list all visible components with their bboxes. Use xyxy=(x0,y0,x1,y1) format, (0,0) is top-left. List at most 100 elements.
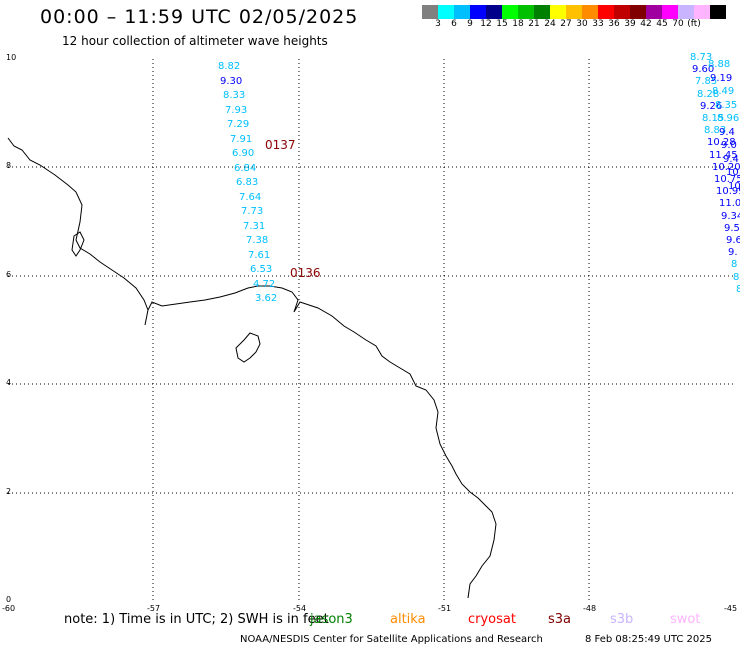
satellite-legend-item: cryosat xyxy=(468,612,516,627)
wave-height-value: 10.99 xyxy=(716,186,740,197)
color-swatch xyxy=(502,5,518,19)
wave-height-value: 8.83 xyxy=(704,125,727,136)
footnote: note: 1) Time is in UTC; 2) SWH is in fe… xyxy=(64,612,329,627)
longitude-tick-label: -51 xyxy=(438,604,452,613)
wave-height-value: 8 xyxy=(731,259,738,270)
color-swatches xyxy=(422,5,726,19)
wave-height-value: 7.93 xyxy=(225,105,248,116)
longitude-tick-label: -48 xyxy=(583,604,597,613)
color-swatch xyxy=(534,5,550,19)
latitude-tick-label: 6 xyxy=(6,270,12,279)
color-swatch xyxy=(454,5,470,19)
color-scale-label: 45 xyxy=(656,19,668,29)
wave-height-value: 8.88 xyxy=(708,59,731,70)
wave-height-value: 8 xyxy=(736,284,740,295)
wave-height-value: 8.15 xyxy=(702,113,725,124)
wave-height-value: 9.19 xyxy=(710,73,733,84)
satellite-legend-item: altika xyxy=(390,612,426,627)
wave-height-value: 9.26 xyxy=(700,101,723,112)
color-swatch xyxy=(694,5,710,19)
color-scale-label: 33 xyxy=(592,19,604,29)
wave-height-value: 9.0 xyxy=(721,140,737,151)
color-scale-label: 18 xyxy=(512,19,524,29)
color-scale-label: 15 xyxy=(496,19,508,29)
wave-height-color-scale: 3 6 9 12 15 18 21 24 27 30 33 36 39 42 45 70 (ft) xyxy=(422,5,726,29)
satellite-legend-item: s3b xyxy=(610,612,634,627)
color-scale-label: 36 xyxy=(608,19,620,29)
wave-height-value: 8.28 xyxy=(697,89,720,100)
wave-height-value: 9.30 xyxy=(220,76,243,87)
graticule xyxy=(8,59,736,601)
color-swatch xyxy=(598,5,614,19)
color-swatch xyxy=(518,5,534,19)
wave-height-value: 10.75 xyxy=(714,174,740,185)
map-subtitle: 12 hour collection of altimeter wave hei… xyxy=(62,34,328,48)
color-swatch xyxy=(678,5,694,19)
wave-height-value: 9.60 xyxy=(692,64,715,75)
wave-height-value: 9.34 xyxy=(721,211,740,222)
map-title: 00:00 – 11:59 UTC 02/05/2025 xyxy=(40,6,359,28)
longitude-tick-label: -45 xyxy=(724,604,738,613)
generation-timestamp: 8 Feb 08:25:49 UTC 2025 xyxy=(585,634,712,645)
wave-height-value: 7.29 xyxy=(227,119,250,130)
wave-height-value: 8.35 xyxy=(715,100,738,111)
wave-height-value: 3.62 xyxy=(255,293,278,304)
wave-height-value: 9.4 xyxy=(719,127,735,138)
color-scale-label: 6 xyxy=(451,19,457,29)
satellite-legend-item: jason3 xyxy=(310,612,353,627)
wave-height-value: 7.91 xyxy=(230,134,253,145)
color-scale-label: (ft) xyxy=(687,19,701,29)
wave-height-value: 11.45 xyxy=(709,150,738,161)
wave-height-value: 10.20 xyxy=(712,162,740,173)
wave-height-value: 7.61 xyxy=(248,250,271,261)
color-swatch xyxy=(662,5,678,19)
color-swatch xyxy=(486,5,502,19)
wave-height-value: 9. xyxy=(728,247,738,258)
credit-line: NOAA/NESDIS Center for Satellite Applica… xyxy=(240,634,543,645)
wave-height-value: 6.84 xyxy=(234,163,257,174)
color-scale-label: 70 xyxy=(672,19,684,29)
longitude-tick-label: -54 xyxy=(293,604,307,613)
color-swatch xyxy=(582,5,598,19)
coastline xyxy=(7,137,497,599)
latitude-tick-label: 8 xyxy=(6,161,12,170)
wave-height-value: 8.96 xyxy=(717,113,740,124)
wave-height-value: 8.33 xyxy=(223,90,246,101)
color-swatch xyxy=(710,5,726,19)
color-scale-labels: 3 6 9 12 15 18 21 24 27 30 33 36 39 42 45 70 (ft) xyxy=(430,19,726,29)
wave-height-value: 6.90 xyxy=(232,148,255,159)
color-swatch xyxy=(438,5,454,19)
pass-label: 0137 xyxy=(265,138,296,152)
color-swatch xyxy=(550,5,566,19)
color-scale-label: 27 xyxy=(560,19,572,29)
wave-height-value: 8.82 xyxy=(218,61,241,72)
wave-height-value: 6.83 xyxy=(236,177,259,188)
map-area xyxy=(8,59,736,601)
wave-height-value: 7.73 xyxy=(241,206,264,217)
wave-height-value: 7.31 xyxy=(243,221,266,232)
island-outline xyxy=(235,332,261,363)
wave-height-value: 7.64 xyxy=(239,192,262,203)
wave-height-value: 10. xyxy=(728,181,740,192)
color-swatch xyxy=(470,5,486,19)
wave-height-value: 9.5 xyxy=(724,223,740,234)
color-swatch xyxy=(566,5,582,19)
wave-height-value: 6.53 xyxy=(250,264,273,275)
color-scale-label: 24 xyxy=(544,19,556,29)
wave-height-value: 7.38 xyxy=(246,235,269,246)
color-swatch xyxy=(646,5,662,19)
wave-height-value: 9.4 xyxy=(723,154,739,165)
color-scale-label: 12 xyxy=(480,19,492,29)
latitude-tick-label: 10 xyxy=(6,53,17,62)
color-scale-label: 3 xyxy=(435,19,441,29)
pass-label: 0136 xyxy=(290,266,321,280)
color-swatch xyxy=(422,5,438,19)
wave-height-value: 10. xyxy=(726,167,740,178)
color-scale-label: 42 xyxy=(640,19,652,29)
wave-height-value: 10.28 xyxy=(707,137,736,148)
color-scale-label: 30 xyxy=(576,19,588,29)
color-swatch xyxy=(614,5,630,19)
color-scale-label: 39 xyxy=(624,19,636,29)
longitude-tick-label: -57 xyxy=(147,604,161,613)
